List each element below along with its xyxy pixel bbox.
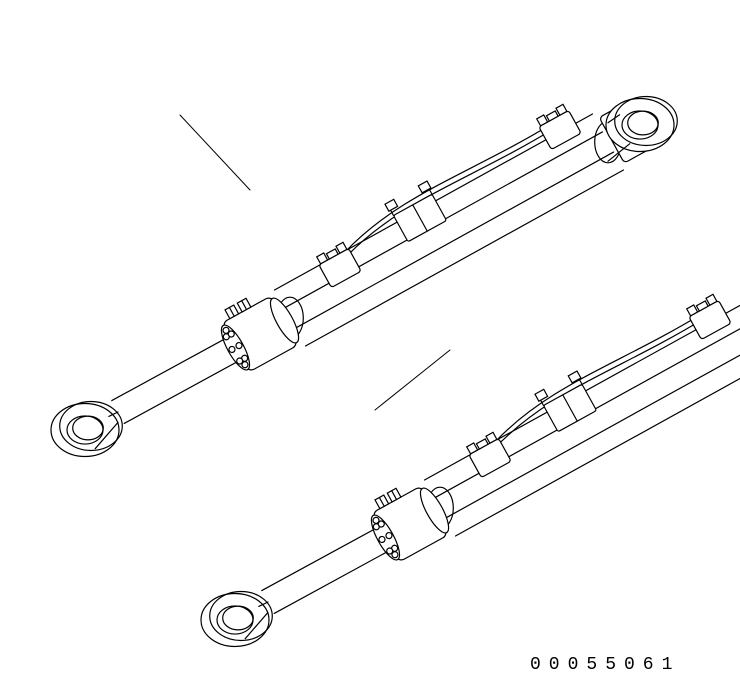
hydraulic-cylinder-diagram: [0, 0, 740, 690]
part-number-label: 00055061: [530, 655, 680, 675]
drawing-canvas: 00055061: [0, 0, 740, 690]
